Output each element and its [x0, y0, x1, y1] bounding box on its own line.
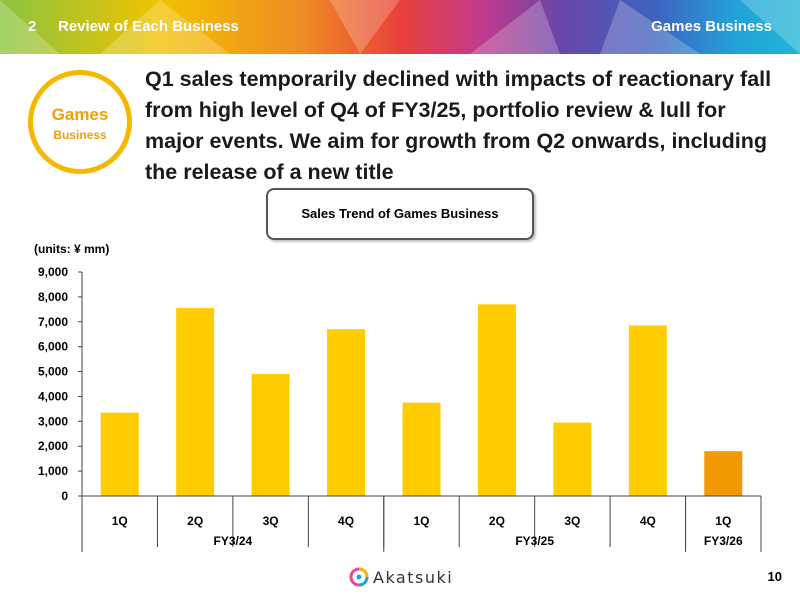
- y-tick-label: 5,000: [38, 365, 68, 379]
- x-tick-label: 1Q: [715, 514, 731, 528]
- units-label: (units: ¥ mm): [34, 242, 110, 256]
- akatsuki-logo-icon: [349, 567, 369, 587]
- x-tick-label: 1Q: [413, 514, 429, 528]
- y-tick-label: 7,000: [38, 315, 68, 329]
- section-title: Review of Each Business: [58, 18, 239, 35]
- badge-title: Games: [51, 105, 109, 124]
- bar: [176, 308, 215, 496]
- headline: Q1 sales temporarily declined with impac…: [145, 67, 772, 184]
- y-tick-label: 9,000: [38, 265, 68, 279]
- page-number: 10: [767, 569, 782, 584]
- bar: [704, 451, 743, 496]
- x-tick-label: 1Q: [112, 514, 128, 528]
- x-tick-label: 4Q: [338, 514, 354, 528]
- bar: [251, 374, 290, 496]
- bar: [477, 304, 516, 496]
- header-pattern-icon: [0, 0, 800, 54]
- bar: [100, 412, 139, 496]
- badge-subtitle: Business: [53, 128, 107, 142]
- x-tick-label: 2Q: [489, 514, 505, 528]
- x-tick-label: 4Q: [640, 514, 656, 528]
- x-tick-label: 2Q: [187, 514, 203, 528]
- business-title: Games Business: [651, 18, 772, 35]
- games-business-badge: Games Business: [28, 70, 132, 174]
- y-tick-label: 6,000: [38, 340, 68, 354]
- y-tick-label: 3,000: [38, 414, 68, 428]
- bar: [327, 329, 366, 496]
- y-tick-label: 0: [61, 489, 68, 503]
- section-number: 2: [28, 18, 37, 35]
- header-banner: 2 Review of Each Business Games Business: [0, 0, 800, 54]
- y-tick-label: 2,000: [38, 439, 68, 453]
- y-tick-label: 4,000: [38, 389, 68, 403]
- y-tick-label: 1,000: [38, 464, 68, 478]
- y-tick-label: 8,000: [38, 290, 68, 304]
- chart-title: Sales Trend of Games Business: [266, 188, 534, 240]
- bar: [402, 402, 441, 496]
- group-label: FY3/26: [704, 534, 743, 548]
- group-label: FY3/24: [214, 534, 253, 548]
- footer-brand: Akatsuki: [373, 568, 454, 587]
- bar: [553, 422, 592, 496]
- x-tick-label: 3Q: [564, 514, 580, 528]
- bar: [628, 325, 667, 496]
- x-tick-label: 3Q: [263, 514, 279, 528]
- group-label: FY3/25: [515, 534, 554, 548]
